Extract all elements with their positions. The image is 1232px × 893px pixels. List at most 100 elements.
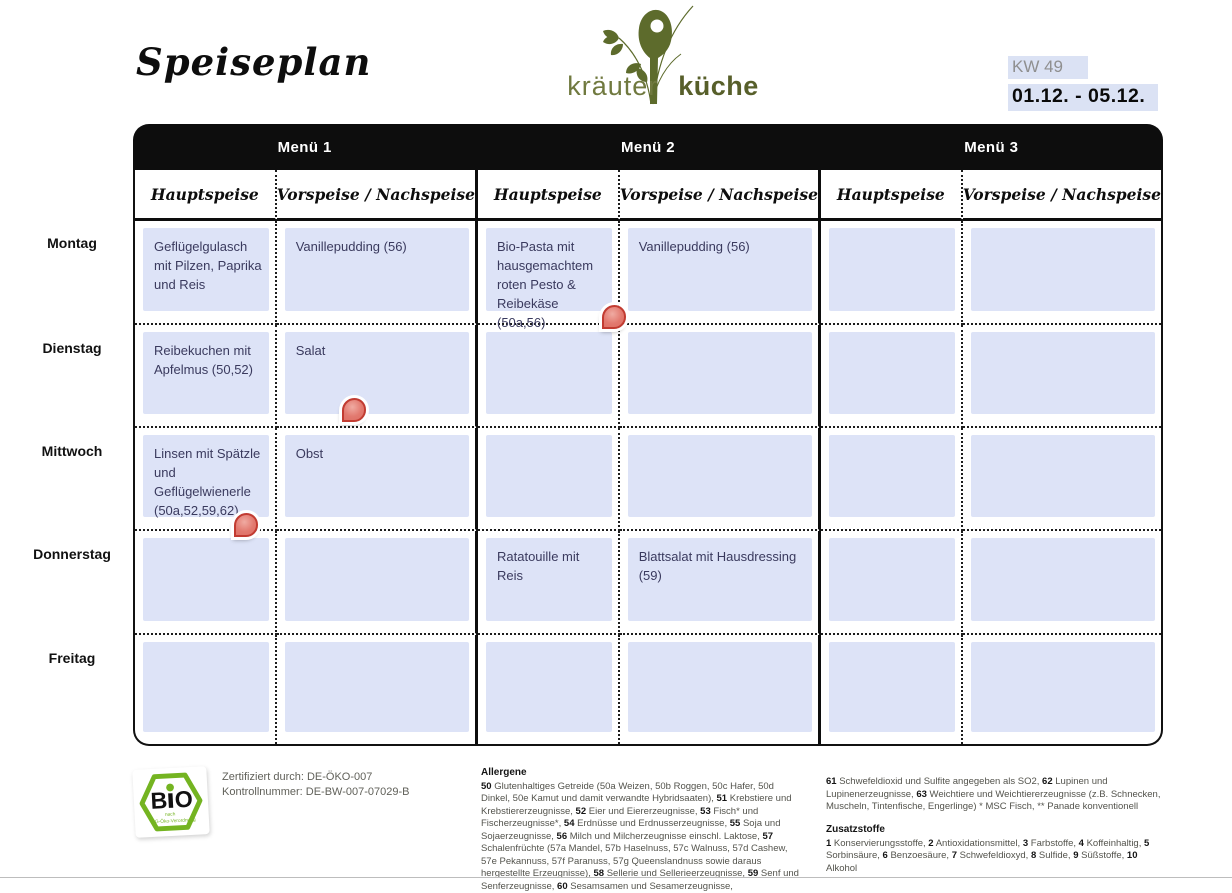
day-label-montag: Montag: [22, 235, 122, 251]
course-header-vorspeise: Vorspeise / Nachspeise: [620, 170, 821, 221]
meal-text: [143, 642, 269, 732]
meal-text: Obst: [285, 435, 469, 517]
meal-text: [971, 538, 1155, 621]
meal-text: [829, 642, 955, 732]
certification-block: Zertifiziert durch: DE-ÖKO-007 Kontrolln…: [222, 770, 409, 800]
meal-text: Geflügelgulasch mit Pilzen, Paprika und …: [143, 228, 269, 311]
menu-1-header: Menü 1: [133, 124, 476, 170]
meal-text: Ratatouille mit Reis: [486, 538, 612, 621]
meal-plan-table: Menü 1 Menü 2 Menü 3 Hauptspeise Vorspei…: [133, 124, 1163, 746]
meal-cell: Linsen mit Spätzle und Geflügelwienerle …: [135, 428, 277, 531]
meal-text: [143, 538, 269, 621]
logo-word-kraeuter: kräuter: [567, 71, 658, 102]
meal-text: [971, 642, 1155, 732]
allergens-heading: Allergene: [481, 767, 803, 780]
meal-text: [285, 642, 469, 732]
menu-2-header: Menü 2: [476, 124, 819, 170]
meal-cell: [821, 531, 963, 635]
meal-cell: [135, 531, 277, 635]
meal-text: [829, 228, 955, 311]
day-label-freitag: Freitag: [22, 650, 122, 666]
kraeuterkueche-logo: kräuter küche: [553, 4, 773, 108]
svg-text:nach: nach: [165, 811, 176, 818]
control-number-line: Kontrollnummer: DE-BW-007-07029-B: [222, 785, 409, 800]
meal-text: [628, 435, 812, 517]
meal-text: Bio-Pasta mit hausgemachtem roten Pesto …: [486, 228, 612, 311]
meal-cell: [620, 325, 821, 428]
meal-text: [486, 332, 612, 414]
meal-text: Blattsalat mit Hausdressing (59): [628, 538, 812, 621]
allergens-column-1: Allergene 50 Glutenhaltiges Getreide (50…: [481, 767, 803, 893]
meal-cell: [821, 221, 963, 325]
meal-cell: [478, 428, 620, 531]
meal-cell: Vanillepudding (56): [620, 221, 821, 325]
svg-text:B: B: [150, 787, 168, 814]
meal-cell: [821, 428, 963, 531]
course-header-hauptspeise: Hauptspeise: [135, 170, 277, 221]
comment-drop-pin-icon[interactable]: [602, 305, 626, 329]
meal-text: Salat: [285, 332, 469, 414]
day-label-dienstag: Dienstag: [22, 340, 122, 356]
meal-text: [285, 538, 469, 621]
bio-hexagon-icon: B O nach EG-Öko-Verordnung: [136, 770, 205, 833]
meal-text: [971, 332, 1155, 414]
meal-cell: Reibekuchen mit Apfelmus (50,52): [135, 325, 277, 428]
course-header-hauptspeise: Hauptspeise: [821, 170, 963, 221]
page-title: Speiseplan: [136, 40, 371, 84]
meal-cell: [821, 325, 963, 428]
menu-3-header: Menü 3: [820, 124, 1163, 170]
meal-text: Reibekuchen mit Apfelmus (50,52): [143, 332, 269, 414]
meal-text: [971, 435, 1155, 517]
meal-text: [829, 538, 955, 621]
logo-word-kueche: küche: [678, 71, 759, 102]
bio-seal: B O nach EG-Öko-Verordnung: [132, 766, 209, 838]
meal-cell: Obst: [277, 428, 478, 531]
meal-text: [971, 228, 1155, 311]
meal-text: [486, 642, 612, 732]
comment-drop-pin-icon[interactable]: [234, 513, 258, 537]
meal-cell: Geflügelgulasch mit Pilzen, Paprika und …: [135, 221, 277, 325]
meal-text: [486, 435, 612, 517]
course-header-hauptspeise: Hauptspeise: [478, 170, 620, 221]
meal-cell: Ratatouille mit Reis: [478, 531, 620, 635]
additives-block: Zusatzstoffe 1 Konservierungsstoffe, 2 A…: [826, 824, 1164, 875]
comment-drop-pin-icon[interactable]: [342, 398, 366, 422]
meal-cell: [963, 221, 1161, 325]
meal-cell: [963, 531, 1161, 635]
day-label-mittwoch: Mittwoch: [22, 443, 122, 459]
meal-text: Vanillepudding (56): [628, 228, 812, 311]
meal-cell: Bio-Pasta mit hausgemachtem roten Pesto …: [478, 221, 620, 325]
course-header-vorspeise: Vorspeise / Nachspeise: [963, 170, 1161, 221]
meal-text: [628, 642, 812, 732]
meal-text: Linsen mit Spätzle und Geflügelwienerle …: [143, 435, 269, 517]
svg-text:O: O: [174, 786, 193, 813]
course-header-vorspeise: Vorspeise / Nachspeise: [277, 170, 478, 221]
meal-cell: Blattsalat mit Hausdressing (59): [620, 531, 821, 635]
meal-cell: [963, 325, 1161, 428]
meal-cell: [620, 428, 821, 531]
meal-cell: [277, 635, 478, 744]
date-range: 01.12. - 05.12.: [1008, 84, 1158, 111]
meal-cell: [620, 635, 821, 744]
menu-header-bar: Menü 1 Menü 2 Menü 3: [133, 124, 1163, 170]
meal-cell: [821, 635, 963, 744]
meal-cell: [963, 635, 1161, 744]
meal-cell: [135, 635, 277, 744]
additives-text: 1 Konservierungsstoffe, 2 Antioxidations…: [826, 838, 1164, 876]
meal-text: [829, 332, 955, 414]
meal-cell: [478, 325, 620, 428]
meal-text: Vanillepudding (56): [285, 228, 469, 311]
calendar-week-label: KW 49: [1008, 56, 1088, 79]
page-bottom-edge: [0, 877, 1232, 878]
additives-heading: Zusatzstoffe: [826, 824, 1164, 837]
meal-text: [829, 435, 955, 517]
meal-text: [628, 332, 812, 414]
meal-cell: [277, 531, 478, 635]
meal-cell: Salat: [277, 325, 478, 428]
certified-by-line: Zertifiziert durch: DE-ÖKO-007: [222, 770, 409, 785]
day-label-donnerstag: Donnerstag: [22, 546, 122, 562]
meal-cell: [478, 635, 620, 744]
meal-cell: [963, 428, 1161, 531]
allergens-column-2: 61 Schwefeldioxid und Sulfite angegeben …: [826, 776, 1164, 814]
meal-cell: Vanillepudding (56): [277, 221, 478, 325]
